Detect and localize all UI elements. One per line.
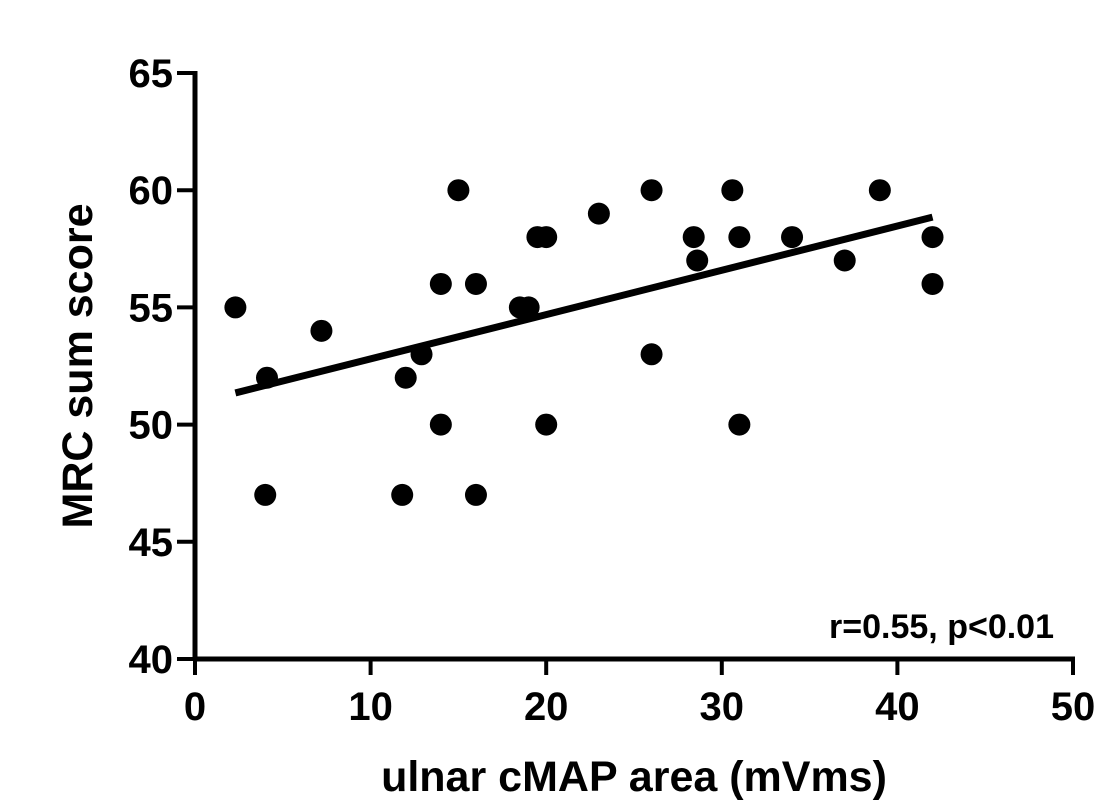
data-point: [921, 272, 944, 295]
data-point: [535, 226, 558, 249]
data-point: [682, 226, 705, 249]
data-point: [781, 226, 804, 249]
data-point: [535, 413, 558, 436]
x-tick-label: 0: [184, 685, 206, 729]
data-point: [721, 179, 744, 202]
x-tick-label: 40: [875, 685, 920, 729]
x-tick-label: 30: [700, 685, 745, 729]
correlation-annotation: r=0.55, p<0.01: [829, 608, 1054, 646]
data-point: [728, 226, 751, 249]
data-point: [868, 179, 891, 202]
y-tick-label: 45: [129, 521, 174, 565]
x-tick-label: 10: [348, 685, 393, 729]
data-point: [921, 226, 944, 249]
y-tick-label: 50: [129, 404, 174, 448]
x-axis-title: ulnar cMAP area (mVms): [381, 753, 887, 801]
data-point: [728, 413, 751, 436]
data-point: [429, 272, 452, 295]
data-point: [587, 202, 610, 225]
data-point: [833, 249, 856, 272]
plot-area: [224, 179, 944, 506]
data-point: [686, 249, 709, 272]
data-point: [464, 272, 487, 295]
data-point: [464, 483, 487, 506]
y-tick-label: 40: [129, 638, 174, 682]
data-point: [254, 483, 277, 506]
data-point: [255, 366, 278, 389]
data-point: [640, 343, 663, 366]
data-point: [640, 179, 663, 202]
y-axis-title: MRC sum score: [54, 204, 102, 529]
data-point: [224, 296, 247, 319]
x-tick-label: 20: [524, 685, 569, 729]
x-axis-ticks: 0 10 20 30 40 50: [184, 659, 1095, 729]
x-tick-label: 50: [1051, 685, 1096, 729]
data-point: [429, 413, 452, 436]
data-point: [410, 343, 433, 366]
y-tick-label: 60: [129, 169, 174, 213]
data-point: [391, 483, 414, 506]
data-point: [517, 296, 540, 319]
y-tick-label: 55: [129, 286, 174, 330]
data-point: [447, 179, 470, 202]
regression-line: [234, 213, 934, 397]
data-point: [394, 366, 417, 389]
y-tick-label: 65: [129, 52, 174, 96]
y-axis-ticks: 40 45 50 55 60 65: [129, 52, 195, 682]
data-point: [310, 319, 333, 342]
